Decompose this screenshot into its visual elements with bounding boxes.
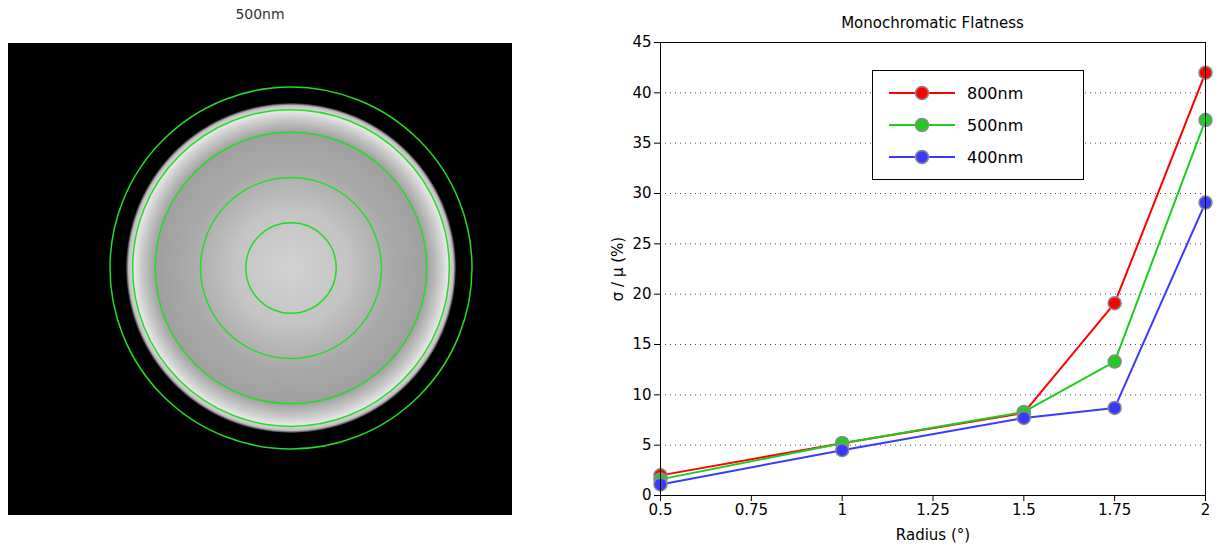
- svg-text:45: 45: [632, 33, 651, 51]
- svg-text:0.75: 0.75: [735, 501, 768, 519]
- svg-text:2: 2: [1201, 501, 1211, 519]
- svg-text:20: 20: [632, 285, 651, 303]
- svg-text:10: 10: [632, 386, 651, 404]
- svg-text:1.5: 1.5: [1012, 501, 1036, 519]
- svg-text:40: 40: [632, 84, 651, 102]
- html-text:400nm: 400nm: [967, 147, 1024, 167]
- html-text:800nm: 800nm: [967, 83, 1024, 103]
- svg-text:0.5: 0.5: [649, 501, 673, 519]
- svg-text:σ / μ (%): σ / μ (%): [609, 237, 627, 301]
- svg-text:1.25: 1.25: [916, 501, 949, 519]
- html-text:500nm: 500nm: [967, 115, 1024, 135]
- html-text:500nm: 500nm: [235, 6, 285, 22]
- svg-text:0: 0: [642, 486, 652, 505]
- svg-text:25: 25: [632, 235, 651, 253]
- svg-text:35: 35: [632, 134, 651, 152]
- svg-text:1.75: 1.75: [1098, 501, 1131, 519]
- svg-text:5: 5: [642, 436, 652, 454]
- html-text:Monochromatic Flatness: Monochromatic Flatness: [841, 14, 1024, 32]
- svg-text:15: 15: [632, 335, 651, 353]
- svg-text:30: 30: [632, 184, 651, 202]
- svg-text:Radius (°): Radius (°): [896, 526, 970, 544]
- svg-text:1: 1: [837, 501, 847, 519]
